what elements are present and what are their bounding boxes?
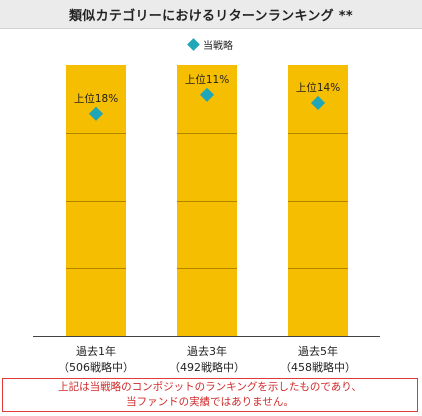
ranking-bar bbox=[66, 65, 126, 336]
title-bar: 類似カテゴリーにおけるリターンランキング ** bbox=[0, 0, 422, 29]
chart-title: 類似カテゴリーにおけるリターンランキング ** bbox=[69, 8, 353, 24]
category-label-3y: 過去3年 （492戦略中） bbox=[152, 344, 262, 376]
category-count: （458戦略中） bbox=[280, 361, 356, 374]
category-count: （492戦略中） bbox=[169, 361, 245, 374]
rank-data-label: 上位11% bbox=[185, 73, 229, 86]
ranking-bar bbox=[177, 65, 237, 336]
ranking-bar bbox=[288, 65, 348, 336]
category-period: 過去1年 bbox=[76, 345, 116, 358]
footnote-line-1: 上記は当戦略のコンポジットのランキングを示したものであり、 bbox=[58, 381, 362, 393]
rank-data-label: 上位18% bbox=[74, 92, 118, 105]
legend: 当戦略 bbox=[0, 37, 422, 52]
category-label-5y: 過去5年 （458戦略中） bbox=[263, 344, 373, 376]
strategy-marker bbox=[310, 95, 326, 111]
legend-label: 当戦略 bbox=[203, 41, 233, 52]
footnote-line-2: 当ファンドの実績ではありません。 bbox=[126, 396, 294, 408]
category-period: 過去3年 bbox=[187, 345, 227, 358]
category-period: 過去5年 bbox=[298, 345, 338, 358]
footnote-box: 上記は当戦略のコンポジットのランキングを示したものであり、 当ファンドの実績では… bbox=[2, 378, 418, 412]
category-label-1y: 過去1年 （506戦略中） bbox=[41, 344, 151, 376]
rank-data-label: 上位14% bbox=[296, 81, 340, 94]
category-count: （506戦略中） bbox=[58, 361, 134, 374]
